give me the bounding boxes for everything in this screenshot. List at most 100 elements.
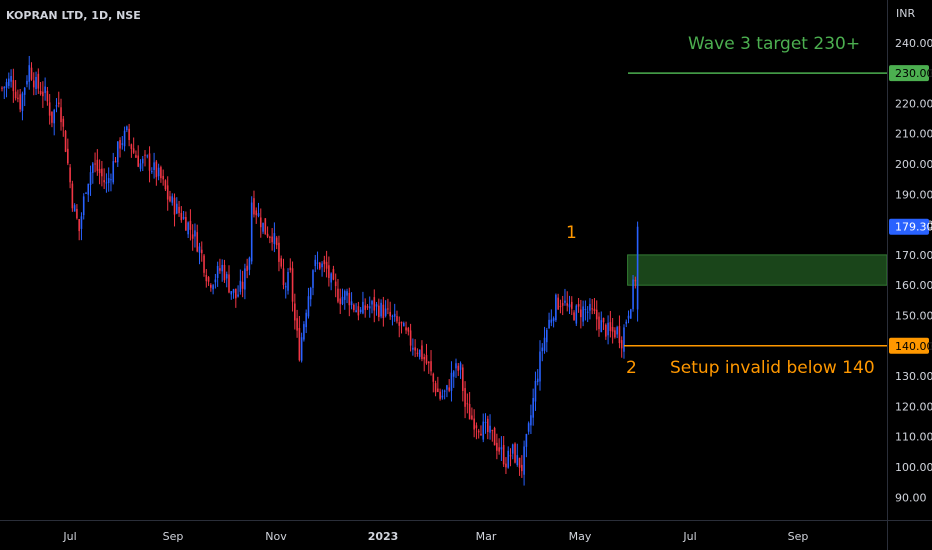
candle-body (509, 455, 512, 457)
candle-body (518, 457, 521, 468)
candle-body (146, 155, 149, 157)
candle-body (530, 415, 532, 426)
candle-body (37, 73, 40, 89)
candle-body (139, 163, 142, 169)
candle-body (69, 167, 71, 183)
candle-body (398, 322, 401, 326)
candle-body (160, 167, 162, 179)
candle-body (511, 444, 514, 454)
candle-body (185, 217, 187, 231)
time-tick-label: May (569, 530, 592, 543)
candle-body (135, 155, 137, 158)
candle-body (611, 326, 614, 332)
candle-body (446, 385, 448, 390)
candle-body (348, 292, 351, 306)
candle-body (60, 107, 62, 123)
candle-body (21, 93, 24, 111)
candle-body (257, 213, 260, 217)
candle-body (577, 304, 580, 307)
candle-body (555, 294, 557, 321)
candle-body (629, 309, 632, 319)
candle-body (409, 330, 412, 346)
price-tick-label: 160.00 (895, 279, 932, 292)
candle-body (180, 212, 183, 221)
candle-body (489, 425, 491, 433)
candle-body (248, 257, 251, 270)
last-price-badge: 179.30 (895, 221, 932, 234)
candle-body (382, 304, 385, 319)
candle-body (148, 153, 151, 171)
candle-body (430, 361, 432, 372)
candle-body (200, 249, 203, 254)
candle-body (269, 236, 271, 238)
candle-body (314, 259, 317, 267)
candle-body (475, 425, 478, 429)
candle-body (557, 297, 559, 310)
candle-body (282, 268, 285, 286)
candle-body (182, 216, 185, 219)
candle-body (30, 67, 33, 80)
target-zone-box (627, 254, 888, 286)
candle-body (484, 421, 487, 423)
candle-body (44, 86, 46, 93)
candle-body (187, 222, 189, 235)
candle-body (101, 168, 103, 177)
candle-body (123, 130, 126, 147)
candle-body (321, 263, 323, 268)
candle-body (26, 80, 28, 85)
candle-body (627, 315, 630, 319)
candle-body (92, 163, 94, 173)
candle-body (255, 210, 258, 216)
time-tick-label: Jul (62, 530, 76, 543)
candle-body (64, 130, 67, 152)
candle-body (71, 183, 74, 209)
candle-body (303, 324, 305, 340)
candle-body (368, 306, 371, 309)
price-tick-label: 110.00 (895, 431, 932, 444)
candle-body (516, 455, 519, 465)
candle-body (126, 126, 128, 131)
candle-body (362, 301, 364, 314)
price-tick-label: 190.00 (895, 188, 932, 201)
candle-body (300, 337, 303, 361)
candle-body (110, 179, 112, 181)
price-tick-label: 220.00 (895, 97, 932, 110)
symbol-title[interactable]: KOPRAN LTD, 1D, NSE (6, 9, 141, 22)
candle-body (294, 303, 296, 321)
candle-body (271, 236, 273, 243)
candle-body (605, 324, 607, 337)
candle-body (536, 378, 539, 383)
price-tick-label: 130.00 (895, 370, 932, 383)
candle-body (534, 380, 537, 402)
price-tick-label: 150.00 (895, 310, 932, 323)
candle-body (396, 316, 398, 322)
candle-body (380, 302, 382, 317)
candle-body (496, 442, 498, 451)
candle-body (434, 383, 437, 393)
candle-body (521, 464, 523, 472)
candle-body (103, 180, 105, 183)
candle-body (616, 327, 618, 335)
candle-body (505, 463, 507, 468)
candle-body (10, 76, 12, 82)
candle-body (559, 306, 562, 308)
time-tick-label: Jul (682, 530, 696, 543)
candle-body (389, 311, 391, 317)
candle-body (334, 281, 337, 287)
candle-body (564, 300, 566, 303)
candle-body (346, 291, 348, 296)
candle-body (586, 311, 589, 313)
price-tick-label: 200.00 (895, 158, 932, 171)
candle-body (3, 87, 6, 89)
candle-body (171, 196, 174, 203)
candle-body (452, 371, 455, 377)
candle-body (8, 78, 10, 86)
candle-body (128, 128, 130, 141)
candle-body (305, 312, 307, 328)
candle-body (189, 220, 192, 230)
candle-body (114, 160, 117, 163)
time-tick-label: Mar (476, 530, 497, 543)
candle-body (477, 430, 480, 433)
candle-body (191, 234, 194, 239)
